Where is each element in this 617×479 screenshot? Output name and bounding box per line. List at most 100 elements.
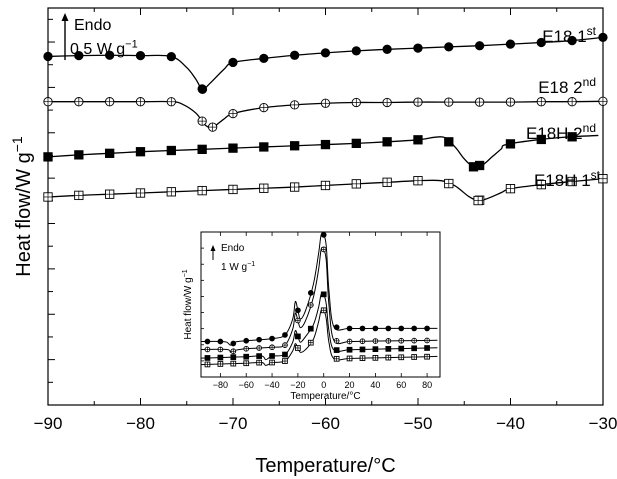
- inset-scale-bar-arrowhead: [210, 245, 216, 251]
- data-point: [598, 32, 608, 43]
- inset-data-point: [372, 325, 379, 332]
- series-label-sup: nd: [583, 75, 596, 89]
- inset-x-tick-label: 0: [321, 380, 326, 390]
- inset-data-point: [269, 335, 275, 342]
- inset-y-axis-label-main: Heat flow/W g: [183, 277, 194, 339]
- series-label-main: E18H 1: [534, 171, 591, 190]
- inset-data-point: [333, 347, 340, 353]
- inset-data-point: [256, 336, 262, 343]
- data-point: [444, 42, 454, 52]
- x-tick-label: −90: [34, 414, 63, 433]
- inset-data-point: [295, 333, 301, 340]
- series-label: E18 2nd: [538, 75, 596, 97]
- data-point: [320, 48, 331, 58]
- inset-data-point: [398, 345, 405, 352]
- inset-series-4: [200, 307, 438, 368]
- inset-data-point: [424, 325, 430, 332]
- inset-data-point: [385, 325, 392, 332]
- inset-x-tick-label: −20: [290, 380, 305, 390]
- inset-data-point: [320, 232, 327, 238]
- x-tick-label: −70: [219, 414, 248, 433]
- series-2: E18 2nd: [43, 75, 608, 132]
- inset-data-point: [204, 355, 211, 361]
- scale-bar-arrowhead: [61, 13, 69, 21]
- scale-bar-value-sup: −1: [125, 38, 138, 50]
- inset-x-tick-label: 80: [422, 380, 432, 390]
- y-axis-label: Heat flow/W g−1: [9, 136, 35, 277]
- inset-x-tick-label: 40: [370, 380, 380, 390]
- scale-bar-endo-label: Endo: [74, 17, 111, 34]
- data-point: [74, 50, 84, 61]
- data-point: [43, 51, 53, 62]
- data-point: [320, 139, 331, 150]
- inset-data-point: [372, 346, 379, 353]
- data-point: [43, 152, 53, 162]
- inset-data-point: [269, 353, 275, 359]
- inset-data-point: [411, 325, 418, 332]
- data-point: [105, 50, 115, 60]
- series-label-sup: nd: [583, 121, 596, 135]
- data-point: [536, 37, 546, 48]
- data-point: [259, 142, 269, 152]
- series-1: E18 1st: [43, 24, 608, 95]
- inset-data-point: [282, 332, 288, 338]
- inset-x-axis-label: Temperature/°C: [290, 391, 360, 402]
- series-label-main: E18 1: [542, 27, 586, 46]
- inset-data-point: [217, 338, 224, 345]
- inset-series-3: [200, 291, 438, 361]
- inset-data-point: [320, 291, 327, 298]
- series-label-sup: st: [587, 24, 597, 38]
- series-label-sup: st: [591, 168, 601, 182]
- inset-data-point: [359, 325, 366, 332]
- data-point: [135, 147, 146, 157]
- data-point: [468, 162, 479, 172]
- inset-scale-bar-value-sup: −1: [247, 261, 255, 268]
- inset-x-tick-label: −80: [213, 380, 228, 390]
- data-point: [351, 46, 361, 56]
- data-point: [197, 144, 207, 154]
- inset-data-point: [282, 351, 288, 358]
- data-point: [413, 135, 423, 145]
- series-4: E18H 1st: [43, 168, 608, 206]
- y-axis-label-sup: −1: [9, 136, 25, 152]
- inset-data-point: [217, 354, 224, 361]
- data-point: [166, 51, 176, 62]
- inset-x-tick-label: 60: [396, 380, 406, 390]
- inset-data-point: [307, 290, 314, 296]
- data-point: [413, 43, 423, 53]
- data-point: [474, 41, 485, 51]
- inset-series-2: [200, 246, 438, 355]
- data-point: [74, 150, 84, 160]
- inset-data-point: [230, 354, 237, 360]
- main-plot: −90 −80 −70 −60 −50 −40 −30 Temperature/°C Heat …: [9, 7, 617, 477]
- series-label: E18H 2nd: [526, 121, 596, 143]
- y-axis-label-main: Heat flow/W g: [13, 152, 35, 276]
- data-point: [382, 137, 392, 147]
- inset-data-point: [385, 346, 392, 352]
- data-point: [351, 138, 361, 149]
- data-point: [166, 145, 176, 156]
- data-point: [197, 84, 208, 95]
- inset-x-tick-label: 20: [345, 380, 355, 390]
- inset-data-point: [243, 337, 250, 344]
- x-axis-label: Temperature/°C: [255, 455, 395, 477]
- x-tick-label: −60: [311, 414, 340, 433]
- inset-data-point: [346, 346, 353, 353]
- inset-data-point: [346, 325, 353, 332]
- series-label-main: E18 2: [538, 78, 582, 97]
- inset-data-point: [307, 325, 314, 332]
- data-point: [135, 50, 146, 61]
- data-point: [567, 132, 577, 142]
- series-label-main: E18H 2: [526, 124, 583, 143]
- inset-data-point: [204, 338, 211, 345]
- data-point: [505, 139, 516, 149]
- data-point: [228, 57, 238, 68]
- inset-scale-bar-value-main: 1 W g: [221, 262, 247, 273]
- data-point: [536, 134, 546, 145]
- data-point: [289, 50, 300, 60]
- data-point: [259, 53, 269, 64]
- inset-data-point: [230, 340, 237, 347]
- data-point: [105, 148, 115, 158]
- data-point: [228, 143, 238, 153]
